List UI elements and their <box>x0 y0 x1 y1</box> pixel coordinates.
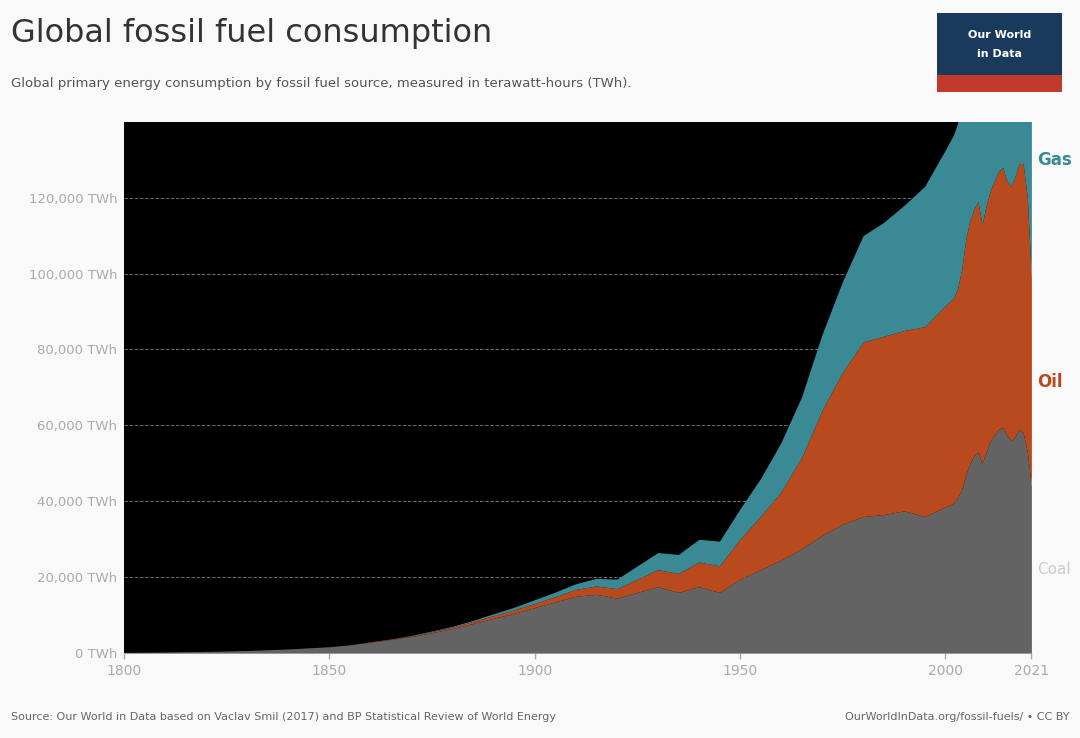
Bar <box>937 13 1062 75</box>
Text: Our World: Our World <box>968 30 1031 40</box>
Text: Gas: Gas <box>1037 151 1071 169</box>
Text: in Data: in Data <box>977 49 1022 59</box>
Text: Oil: Oil <box>1037 373 1063 390</box>
Text: Coal: Coal <box>1037 562 1070 577</box>
Bar <box>937 75 1062 92</box>
Text: Global primary energy consumption by fossil fuel source, measured in terawatt-ho: Global primary energy consumption by fos… <box>11 77 632 91</box>
Text: OurWorldInData.org/fossil-fuels/ • CC BY: OurWorldInData.org/fossil-fuels/ • CC BY <box>845 711 1069 722</box>
Text: Source: Our World in Data based on Vaclav Smil (2017) and BP Statistical Review : Source: Our World in Data based on Vacla… <box>11 711 556 722</box>
Text: Global fossil fuel consumption: Global fossil fuel consumption <box>11 18 492 49</box>
